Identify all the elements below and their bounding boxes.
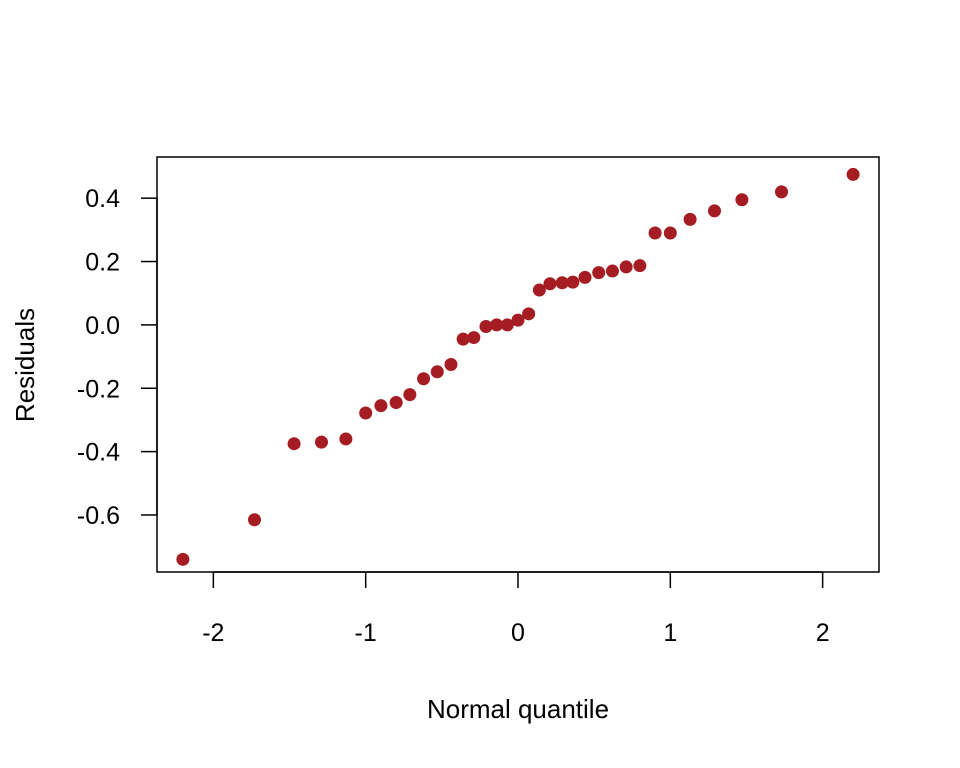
- x-tick-label: 2: [816, 619, 830, 647]
- data-point: [683, 212, 697, 226]
- y-tick-label: 0.0: [85, 312, 120, 340]
- data-point: [555, 276, 569, 290]
- data-point: [578, 270, 592, 284]
- data-point: [511, 313, 525, 327]
- data-point: [479, 319, 493, 333]
- x-tick-label: -2: [202, 619, 224, 647]
- plot-frame: [156, 156, 880, 573]
- y-tick-label: -0.2: [77, 375, 120, 403]
- data-point: [735, 193, 749, 207]
- y-tick-label: 0.4: [85, 185, 120, 213]
- data-point: [648, 226, 662, 240]
- data-point: [633, 259, 647, 273]
- y-axis-label: Residuals: [10, 308, 40, 422]
- data-point: [707, 204, 721, 218]
- x-axis-label: Normal quantile: [427, 694, 609, 724]
- data-point: [417, 372, 431, 386]
- data-point: [846, 167, 860, 181]
- data-point: [663, 226, 677, 240]
- x-tick-label: 0: [511, 619, 525, 647]
- y-tick-label: 0.2: [85, 249, 120, 277]
- data-points: [176, 167, 860, 566]
- y-tick-label: -0.4: [77, 439, 120, 467]
- data-point: [543, 277, 557, 291]
- data-point: [566, 275, 580, 289]
- y-tick-label: -0.6: [77, 502, 120, 530]
- data-point: [500, 318, 514, 332]
- data-point: [532, 283, 546, 297]
- data-point: [490, 318, 504, 332]
- y-axis: -0.6 -0.4 -0.2 0.0 0.2 0.4: [77, 185, 158, 530]
- data-point: [456, 332, 470, 346]
- data-point: [247, 513, 261, 527]
- data-point: [592, 266, 606, 280]
- data-point: [374, 399, 388, 413]
- data-point: [389, 396, 403, 410]
- data-point: [176, 552, 190, 566]
- data-point: [339, 432, 353, 446]
- data-point: [522, 307, 536, 321]
- data-point: [775, 185, 789, 199]
- data-point: [444, 358, 458, 371]
- data-point: [430, 365, 444, 379]
- data-point: [403, 388, 417, 402]
- data-point: [619, 260, 633, 274]
- data-point: [315, 435, 329, 449]
- data-point: [287, 437, 301, 451]
- x-tick-label: -1: [355, 619, 377, 647]
- x-tick-label: 1: [663, 619, 677, 647]
- data-point: [359, 406, 373, 420]
- data-point: [467, 331, 481, 345]
- data-point: [605, 264, 619, 278]
- x-axis: -2 -1 0 1 2: [202, 571, 830, 647]
